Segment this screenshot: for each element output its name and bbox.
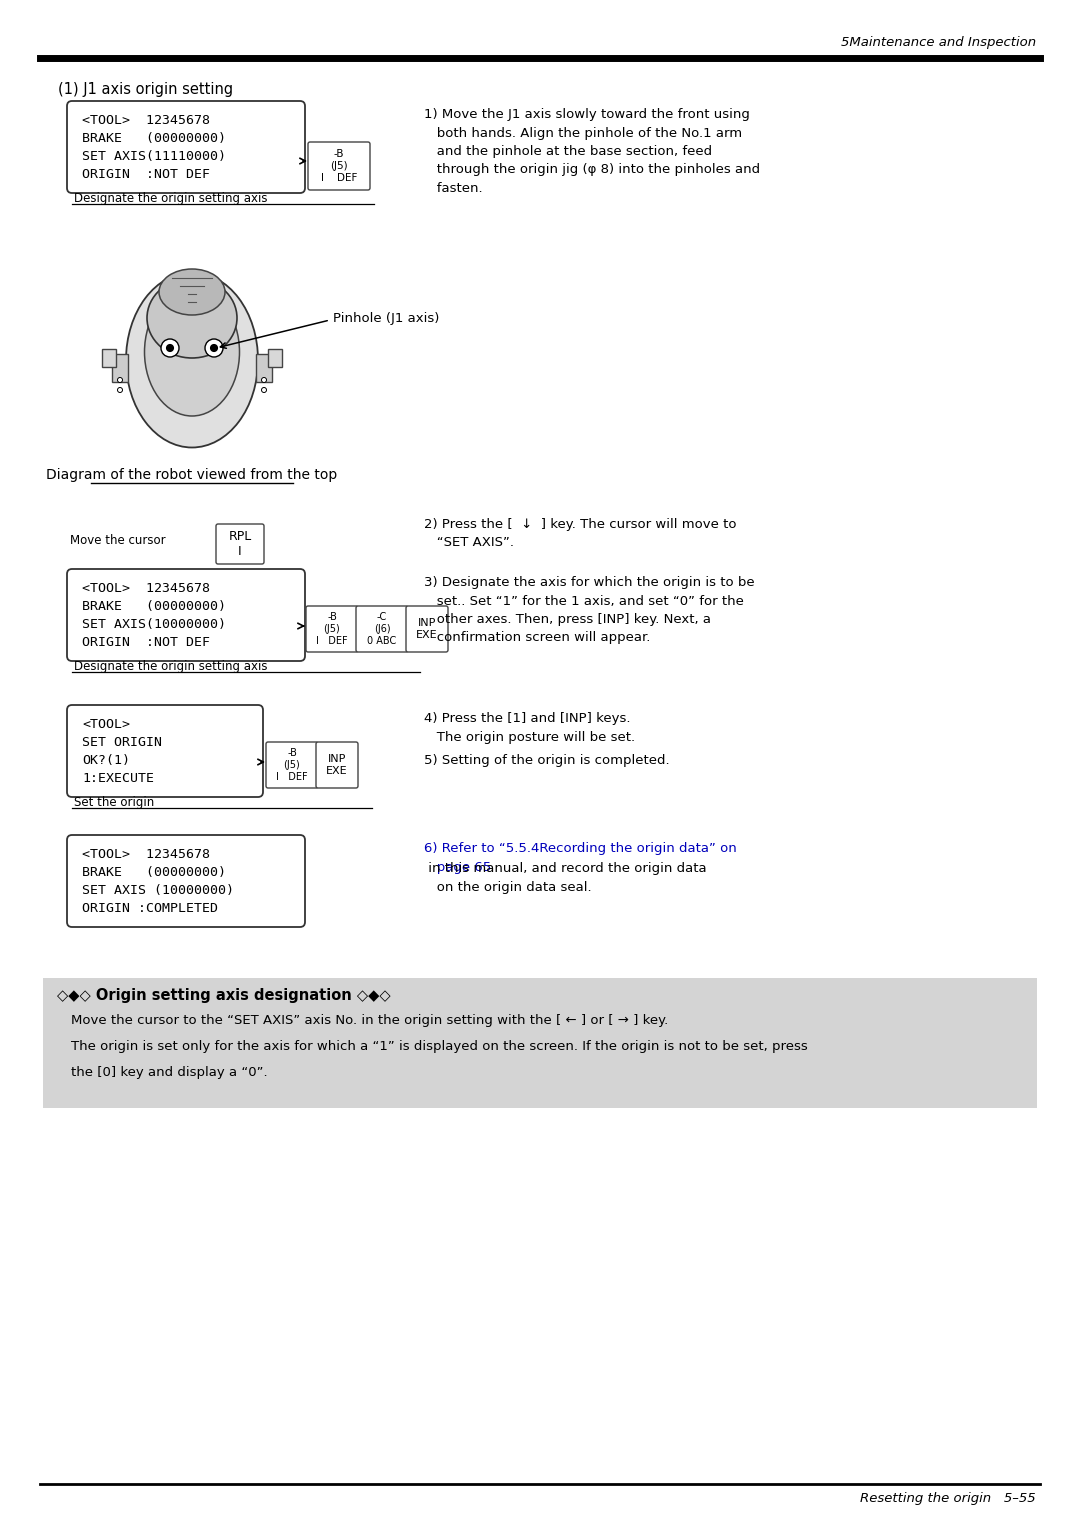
- FancyBboxPatch shape: [406, 607, 448, 652]
- Text: 5) Setting of the origin is completed.: 5) Setting of the origin is completed.: [424, 753, 670, 767]
- Text: Designate the origin setting axis: Designate the origin setting axis: [75, 193, 268, 205]
- Text: Move the cursor to the “SET AXIS” axis No. in the origin setting with the [ ← ] : Move the cursor to the “SET AXIS” axis N…: [71, 1015, 669, 1027]
- FancyBboxPatch shape: [356, 607, 408, 652]
- Text: -B
(J5)
I   DEF: -B (J5) I DEF: [316, 613, 348, 646]
- Text: RPL
I: RPL I: [228, 530, 252, 558]
- Text: <TOOL>  12345678: <TOOL> 12345678: [82, 582, 210, 594]
- Circle shape: [261, 377, 267, 382]
- FancyBboxPatch shape: [43, 978, 1037, 1108]
- FancyBboxPatch shape: [102, 348, 116, 367]
- FancyBboxPatch shape: [316, 743, 357, 788]
- Circle shape: [166, 344, 174, 351]
- FancyBboxPatch shape: [112, 354, 129, 382]
- Text: ORIGIN :COMPLETED: ORIGIN :COMPLETED: [82, 902, 218, 915]
- Text: ORIGIN  :NOT DEF: ORIGIN :NOT DEF: [82, 168, 210, 180]
- Text: 3) Designate the axis for which the origin is to be
   set.. Set “1” for the 1 a: 3) Designate the axis for which the orig…: [424, 576, 755, 645]
- Text: BRAKE   (00000000): BRAKE (00000000): [82, 131, 226, 145]
- Text: INP
EXE: INP EXE: [326, 755, 348, 776]
- Text: 5Maintenance and Inspection: 5Maintenance and Inspection: [841, 37, 1036, 49]
- Text: Resetting the origin   5–55: Resetting the origin 5–55: [861, 1491, 1036, 1505]
- Circle shape: [161, 339, 179, 358]
- Text: ORIGIN  :NOT DEF: ORIGIN :NOT DEF: [82, 636, 210, 649]
- Text: 1:EXECUTE: 1:EXECUTE: [82, 772, 154, 785]
- Text: BRAKE   (00000000): BRAKE (00000000): [82, 601, 226, 613]
- Ellipse shape: [159, 269, 225, 315]
- Text: BRAKE   (00000000): BRAKE (00000000): [82, 866, 226, 879]
- FancyBboxPatch shape: [266, 743, 318, 788]
- Text: Designate the origin setting axis: Designate the origin setting axis: [75, 660, 268, 672]
- Text: -C
(J6)
0 ABC: -C (J6) 0 ABC: [367, 613, 396, 646]
- Text: 2) Press the [  ↓  ] key. The cursor will move to
   “SET AXIS”.: 2) Press the [ ↓ ] key. The cursor will …: [424, 518, 737, 550]
- FancyBboxPatch shape: [67, 704, 264, 798]
- FancyBboxPatch shape: [67, 101, 305, 193]
- Text: SET AXIS (10000000): SET AXIS (10000000): [82, 885, 234, 897]
- Ellipse shape: [147, 278, 237, 358]
- Text: Pinhole (J1 axis): Pinhole (J1 axis): [333, 312, 440, 325]
- Text: Diagram of the robot viewed from the top: Diagram of the robot viewed from the top: [46, 468, 338, 481]
- Text: in this manual, and record the origin data
   on the origin data seal.: in this manual, and record the origin da…: [424, 862, 706, 894]
- FancyBboxPatch shape: [256, 354, 272, 382]
- Text: 1) Move the J1 axis slowly toward the front using
   both hands. Align the pinho: 1) Move the J1 axis slowly toward the fr…: [424, 108, 760, 196]
- Ellipse shape: [145, 287, 240, 416]
- Text: <TOOL>  12345678: <TOOL> 12345678: [82, 848, 210, 860]
- Text: INP
EXE: INP EXE: [416, 619, 437, 640]
- FancyBboxPatch shape: [216, 524, 264, 564]
- Circle shape: [118, 377, 122, 382]
- Circle shape: [118, 388, 122, 393]
- Circle shape: [261, 388, 267, 393]
- Text: ◇◆◇ Origin setting axis designation ◇◆◇: ◇◆◇ Origin setting axis designation ◇◆◇: [57, 989, 391, 1002]
- Text: The origin is set only for the axis for which a “1” is displayed on the screen. : The origin is set only for the axis for …: [71, 1041, 808, 1053]
- Text: Move the cursor: Move the cursor: [70, 533, 165, 547]
- Text: SET ORIGIN: SET ORIGIN: [82, 736, 162, 749]
- Text: -B
(J5)
I    DEF: -B (J5) I DEF: [321, 150, 357, 183]
- Text: OK?(1): OK?(1): [82, 753, 130, 767]
- FancyBboxPatch shape: [308, 142, 370, 189]
- FancyBboxPatch shape: [268, 348, 282, 367]
- Ellipse shape: [126, 272, 258, 448]
- Circle shape: [205, 339, 222, 358]
- FancyBboxPatch shape: [67, 568, 305, 662]
- Text: <TOOL>  12345678: <TOOL> 12345678: [82, 115, 210, 127]
- Text: 4) Press the [1] and [INP] keys.
   The origin posture will be set.: 4) Press the [1] and [INP] keys. The ori…: [424, 712, 635, 744]
- Text: the [0] key and display a “0”.: the [0] key and display a “0”.: [71, 1067, 268, 1079]
- Text: Set the origin: Set the origin: [75, 796, 154, 808]
- FancyBboxPatch shape: [67, 834, 305, 927]
- Circle shape: [211, 344, 217, 351]
- Text: SET AXIS(11110000): SET AXIS(11110000): [82, 150, 226, 163]
- Text: SET AXIS(10000000): SET AXIS(10000000): [82, 617, 226, 631]
- Text: <TOOL>: <TOOL>: [82, 718, 130, 730]
- Text: -B
(J5)
I   DEF: -B (J5) I DEF: [276, 749, 308, 782]
- Text: 6) Refer to “5.5.4Recording the origin data” on
   page 65: 6) Refer to “5.5.4Recording the origin d…: [424, 842, 737, 874]
- FancyBboxPatch shape: [306, 607, 357, 652]
- Text: (1) J1 axis origin setting: (1) J1 axis origin setting: [58, 83, 233, 96]
